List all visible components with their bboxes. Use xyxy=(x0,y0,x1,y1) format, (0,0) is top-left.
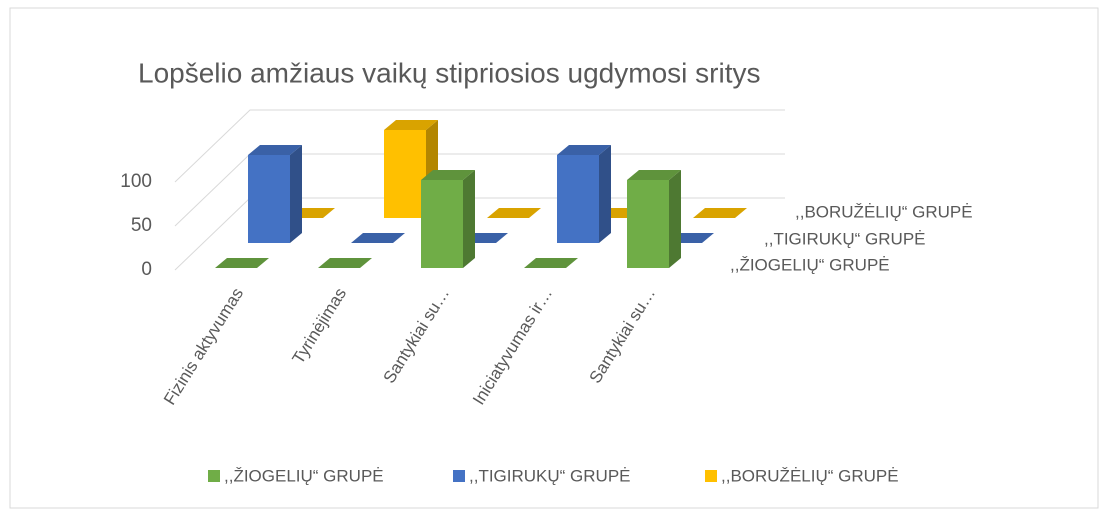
bar-top xyxy=(215,258,269,268)
bar-front xyxy=(627,180,669,268)
bar-front xyxy=(557,155,599,243)
series-axis-label: ,,ŽIOGELIŲ“ GRUPĖ xyxy=(730,255,890,274)
bar-top xyxy=(524,258,578,268)
bar-side xyxy=(290,145,302,243)
bar-front xyxy=(384,130,426,218)
grid-line xyxy=(174,109,785,183)
legend-label: ,,ŽIOGELIŲ“ GRUPĖ xyxy=(224,466,384,485)
bar-side xyxy=(669,170,681,268)
bar-front xyxy=(248,155,290,243)
bar-side xyxy=(463,170,475,268)
legend-swatch xyxy=(705,470,717,482)
bar-top xyxy=(487,208,541,218)
bar-top xyxy=(627,170,681,180)
legend-swatch xyxy=(208,470,220,482)
bar-top xyxy=(384,120,438,130)
legend-swatch xyxy=(453,470,465,482)
bar-front xyxy=(421,180,463,268)
bar-top xyxy=(693,208,747,218)
chart-title: Lopšelio amžiaus vaikų stipriosios ugdym… xyxy=(138,57,760,88)
legend-label: ,,BORUŽĖLIŲ“ GRUPĖ xyxy=(721,466,899,485)
bar-side xyxy=(599,145,611,243)
series-axis-label: ,,TIGIRUKŲ“ GRUPĖ xyxy=(764,229,926,248)
bar-top xyxy=(421,170,475,180)
y-tick-label: 50 xyxy=(131,215,152,236)
bar-top xyxy=(557,145,611,155)
legend-label: ,,TIGIRUKŲ“ GRUPĖ xyxy=(469,466,631,485)
y-tick-label: 0 xyxy=(141,259,152,280)
y-tick-label: 100 xyxy=(120,171,152,192)
series-axis-label: ,,BORUŽĖLIŲ“ GRUPĖ xyxy=(795,202,973,221)
bar-top xyxy=(318,258,372,268)
bar-top xyxy=(248,145,302,155)
bar-top xyxy=(351,233,405,243)
